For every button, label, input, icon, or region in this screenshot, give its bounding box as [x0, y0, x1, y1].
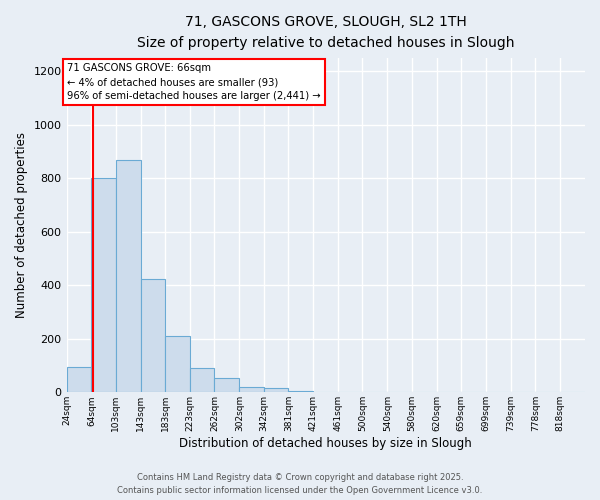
Y-axis label: Number of detached properties: Number of detached properties — [15, 132, 28, 318]
Bar — [116, 160, 140, 392]
Bar — [140, 278, 166, 392]
Bar — [239, 387, 264, 392]
Title: 71, GASCONS GROVE, SLOUGH, SL2 1TH
Size of property relative to detached houses : 71, GASCONS GROVE, SLOUGH, SL2 1TH Size … — [137, 15, 515, 50]
Bar — [190, 368, 214, 392]
Bar — [166, 336, 190, 392]
Bar — [289, 391, 313, 392]
Bar — [214, 378, 239, 392]
Text: Contains HM Land Registry data © Crown copyright and database right 2025.
Contai: Contains HM Land Registry data © Crown c… — [118, 474, 482, 495]
Bar — [91, 178, 116, 392]
Bar — [67, 368, 91, 392]
Text: 71 GASCONS GROVE: 66sqm
← 4% of detached houses are smaller (93)
96% of semi-det: 71 GASCONS GROVE: 66sqm ← 4% of detached… — [67, 63, 321, 101]
Bar — [264, 388, 289, 392]
X-axis label: Distribution of detached houses by size in Slough: Distribution of detached houses by size … — [179, 437, 472, 450]
